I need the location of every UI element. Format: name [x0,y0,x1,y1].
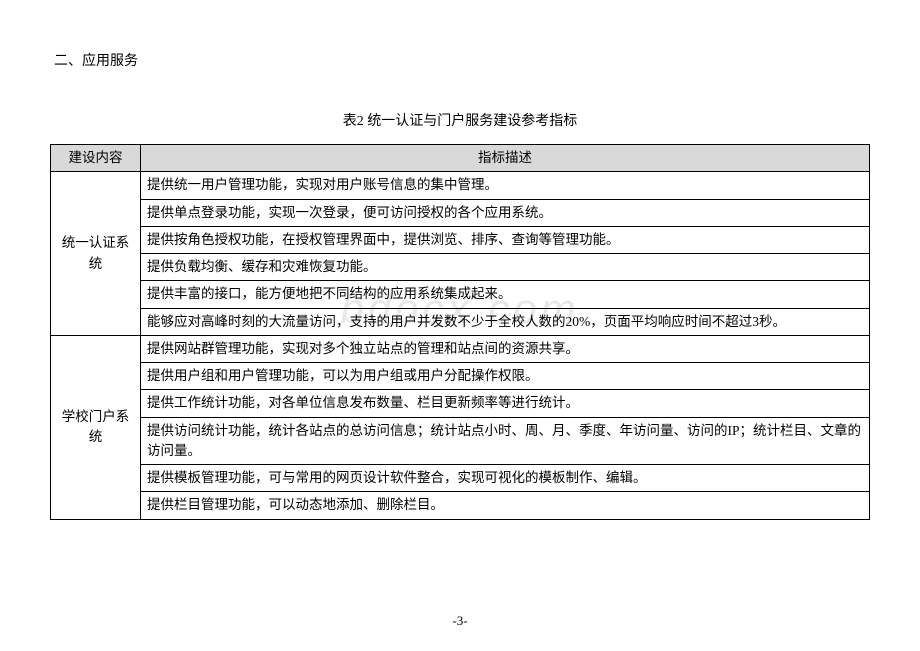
desc-cell: 提供统一用户管理功能，实现对用户账号信息的集中管理。 [141,172,870,199]
table-row: 学校门户系统 提供网站群管理功能，实现对多个独立站点的管理和站点间的资源共享。 [51,335,870,362]
table-row: 统一认证系统 提供统一用户管理功能，实现对用户账号信息的集中管理。 [51,172,870,199]
desc-cell: 提供工作统计功能，对各单位信息发布数量、栏目更新频率等进行统计。 [141,390,870,417]
table-header-row: 建设内容 指标描述 [51,145,870,172]
desc-cell: 提供网站群管理功能，实现对多个独立站点的管理和站点间的资源共享。 [141,335,870,362]
col-header-category: 建设内容 [51,145,141,172]
category-cell: 统一认证系统 [51,172,141,336]
table-row: 提供访问统计功能，统计各站点的总访问信息；统计站点小时、周、月、季度、年访问量、… [51,417,870,465]
desc-cell: 提供栏目管理功能，可以动态地添加、删除栏目。 [141,492,870,519]
table-row: 提供工作统计功能，对各单位信息发布数量、栏目更新频率等进行统计。 [51,390,870,417]
desc-cell: 提供丰富的接口，能方便地把不同结构的应用系统集成起来。 [141,281,870,308]
table-row: 提供栏目管理功能，可以动态地添加、删除栏目。 [51,492,870,519]
table-row: 提供丰富的接口，能方便地把不同结构的应用系统集成起来。 [51,281,870,308]
table-row: 提供按角色授权功能，在授权管理界面中，提供浏览、排序、查询等管理功能。 [51,226,870,253]
desc-cell: 提供模板管理功能，可与常用的网页设计软件整合，实现可视化的模板制作、编辑。 [141,465,870,492]
table-row: 能够应对高峰时刻的大流量访问，支持的用户并发数不少于全校人数的20%，页面平均响… [51,308,870,335]
desc-cell: 能够应对高峰时刻的大流量访问，支持的用户并发数不少于全校人数的20%，页面平均响… [141,308,870,335]
table-row: 提供单点登录功能，实现一次登录，便可访问授权的各个应用系统。 [51,199,870,226]
category-cell: 学校门户系统 [51,335,141,519]
col-header-desc: 指标描述 [141,145,870,172]
desc-cell: 提供负载均衡、缓存和灾难恢复功能。 [141,254,870,281]
table-row: 提供模板管理功能，可与常用的网页设计软件整合，实现可视化的模板制作、编辑。 [51,465,870,492]
desc-cell: 提供单点登录功能，实现一次登录，便可访问授权的各个应用系统。 [141,199,870,226]
section-heading: 二、应用服务 [54,50,870,70]
table-row: 提供负载均衡、缓存和灾难恢复功能。 [51,254,870,281]
table-caption: 表2 统一认证与门户服务建设参考指标 [50,110,870,130]
desc-cell: 提供用户组和用户管理功能，可以为用户组或用户分配操作权限。 [141,363,870,390]
desc-cell: 提供按角色授权功能，在授权管理界面中，提供浏览、排序、查询等管理功能。 [141,226,870,253]
indicator-table: 建设内容 指标描述 统一认证系统 提供统一用户管理功能，实现对用户账号信息的集中… [50,144,870,520]
page-number: -3- [0,613,920,629]
content-layer: 二、应用服务 表2 统一认证与门户服务建设参考指标 建设内容 指标描述 统一认证… [50,50,870,520]
table-row: 提供用户组和用户管理功能，可以为用户组或用户分配操作权限。 [51,363,870,390]
desc-cell: 提供访问统计功能，统计各站点的总访问信息；统计站点小时、周、月、季度、年访问量、… [141,417,870,465]
